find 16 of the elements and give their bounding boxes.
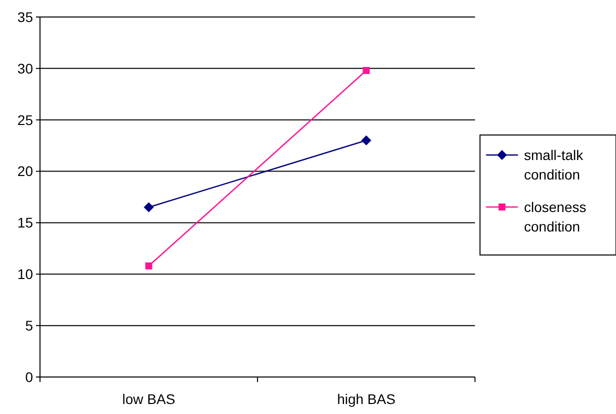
legend-label: closeness condition (524, 198, 586, 234)
point (145, 262, 152, 270)
point (362, 66, 370, 74)
y-tick-label: 10 (17, 266, 34, 282)
x-tick-label: high BAS (337, 391, 396, 407)
y-tick-label: 30 (17, 60, 34, 76)
y-tick-label: 5 (25, 317, 34, 334)
y-tick-label: 35 (17, 8, 34, 25)
point (144, 202, 154, 212)
y-tick-label: 20 (17, 163, 34, 180)
y-tick-label: 15 (17, 214, 34, 231)
point (361, 135, 372, 146)
legend-label: small-talk condition (524, 146, 584, 182)
x-tick-label: low BAS (122, 391, 176, 407)
y-tick-label: 25 (17, 112, 34, 128)
y-tick-label: 0 (25, 368, 34, 385)
